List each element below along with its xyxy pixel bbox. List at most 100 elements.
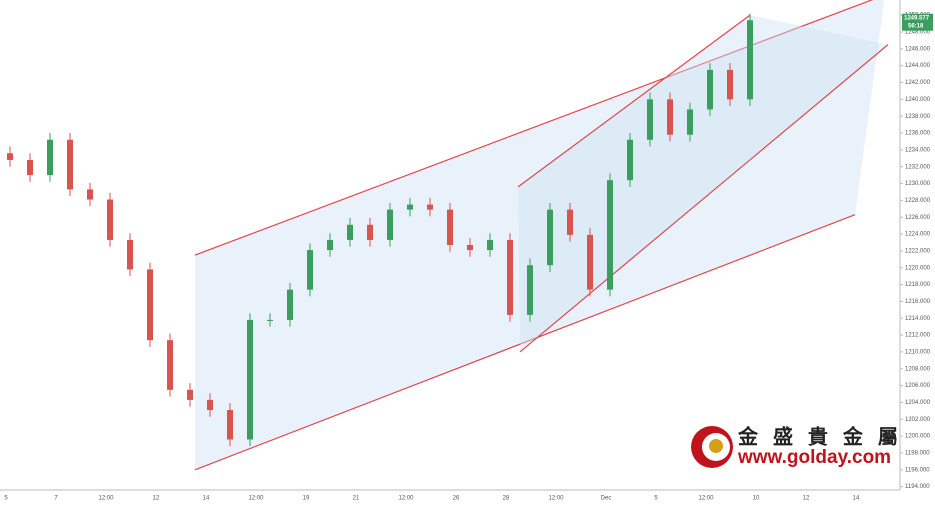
y-tick-label: 1214.000 [905, 316, 931, 322]
candle-body [747, 20, 753, 100]
candle-body [467, 245, 473, 251]
y-tick-label: 1234.000 [905, 147, 931, 153]
candle-body [67, 139, 73, 190]
x-tick-label: 14 [203, 496, 210, 502]
candle-body [7, 153, 13, 160]
x-tick-label: 10 [753, 496, 760, 502]
y-tick-label: 1226.000 [905, 215, 931, 221]
candle-body [687, 109, 693, 135]
candle-body [247, 319, 253, 440]
y-tick-label: 1244.000 [905, 63, 931, 69]
candle-body [87, 189, 93, 200]
x-tick-label: 12:00 [698, 496, 714, 502]
channel-line [517, 14, 751, 188]
watermark-url: www.golday.com [737, 447, 891, 468]
candle-body [167, 340, 173, 390]
candle-body [347, 224, 353, 240]
y-tick-label: 1216.000 [905, 299, 931, 305]
candle-body [207, 399, 213, 411]
x-tick-label: 7 [54, 496, 58, 502]
x-tick-label: 26 [453, 496, 460, 502]
candle-body [227, 410, 233, 440]
candle-body [587, 234, 593, 290]
watermark-name: 金 盛 貴 金 屬 [737, 425, 902, 449]
y-tick-label: 1242.000 [905, 80, 931, 86]
x-tick-label: 5 [654, 496, 658, 502]
candle-body [707, 69, 713, 110]
x-tick-label: Dec [601, 496, 612, 502]
candle-body [387, 209, 393, 240]
y-tick-label: 1218.000 [905, 282, 931, 288]
countdown-label: 56:18 [908, 23, 924, 29]
candle-body [367, 224, 373, 240]
y-tick-label: 1248.000 [905, 30, 931, 36]
axes: 1194.000 1196.000 1198.000 1200.000 1202.000… [4, 13, 933, 502]
candle-body [487, 239, 493, 251]
candle-body [127, 239, 133, 270]
x-tick-label: 28 [503, 496, 510, 502]
y-tick-label: 1206.000 [905, 383, 931, 389]
candle-body [187, 389, 193, 400]
y-tick-label: 1230.000 [905, 181, 931, 187]
candle-body [607, 180, 613, 290]
y-tick-label: 1200.000 [905, 434, 931, 440]
candle-body [47, 139, 53, 176]
y-tick-label: 1202.000 [905, 417, 931, 423]
y-tick-label: 1236.000 [905, 131, 931, 137]
y-tick-label: 1210.000 [905, 350, 931, 356]
candle-body [407, 204, 413, 210]
candle-body [287, 289, 293, 320]
x-tick-label: 12:00 [98, 496, 114, 502]
candle-body [567, 209, 573, 235]
candle-body [267, 319, 273, 321]
y-tick-label: 1246.000 [905, 46, 931, 52]
y-tick-label: 1220.000 [905, 265, 931, 271]
channel-line [194, 214, 856, 471]
logo: 金 盛 貴 金 屬 www.golday.com [691, 425, 902, 468]
channel-line [519, 44, 889, 353]
y-tick-label: 1222.000 [905, 248, 931, 254]
logo-coin [709, 439, 723, 453]
last-price-box [902, 13, 933, 31]
y-tick-label: 1198.000 [905, 451, 930, 457]
candle-body [547, 209, 553, 266]
y-tick-label: 1194.000 [905, 484, 930, 490]
last-price-label: 1249.577 [904, 15, 930, 21]
candle-body [647, 99, 653, 140]
candle-body [107, 199, 113, 240]
y-tick-label: 1228.000 [905, 198, 931, 204]
candle-body [627, 139, 633, 181]
candle-body [727, 69, 733, 100]
candle-body [307, 250, 313, 290]
channel-fill [195, 0, 885, 470]
y-tick-label: 1232.000 [905, 164, 931, 170]
candle-body [507, 239, 513, 315]
y-tick-label: 1208.000 [905, 366, 931, 372]
y-tick-label: 1204.000 [905, 400, 931, 406]
candle-body [427, 204, 433, 210]
y-tick-label: 1224.000 [905, 232, 931, 238]
x-tick-label: 12:00 [248, 496, 264, 502]
y-tick-label: 1196.000 [905, 467, 930, 473]
x-tick-label: 12 [153, 496, 160, 502]
candles [7, 13, 753, 447]
candle-body [147, 269, 153, 341]
x-tick-label: 19 [303, 496, 310, 502]
x-tick-label: 14 [853, 496, 860, 502]
candle-body [327, 239, 333, 251]
candle-body [447, 209, 453, 245]
x-tick-label: 12:00 [398, 496, 414, 502]
x-tick-label: 12:00 [548, 496, 564, 502]
x-tick-label: 12 [803, 496, 810, 502]
y-tick-label: 1240.000 [905, 97, 931, 103]
y-tick-label: 1238.000 [905, 114, 931, 120]
y-tick-label: 1212.000 [905, 333, 931, 339]
candle-body [527, 265, 533, 315]
x-tick-label: 21 [353, 496, 360, 502]
x-tick-label: 5 [4, 496, 8, 502]
candle-body [667, 99, 673, 135]
channel-line [194, 0, 874, 256]
